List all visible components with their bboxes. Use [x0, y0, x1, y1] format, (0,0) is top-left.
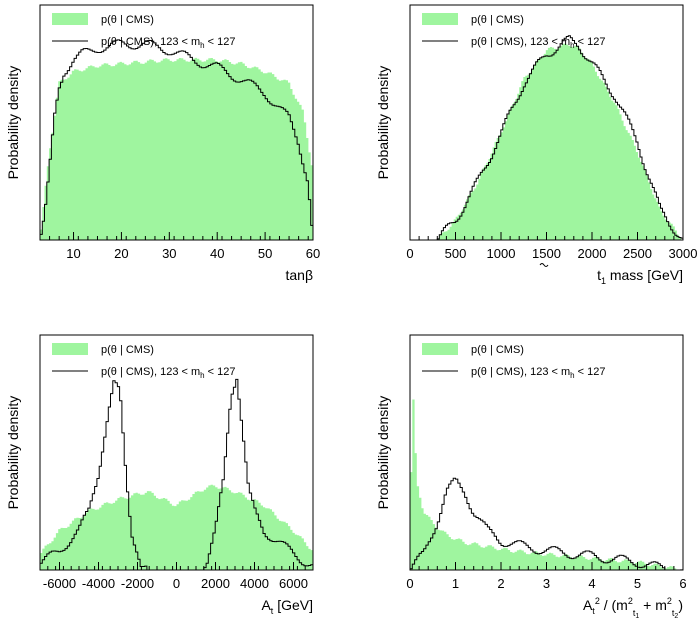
legend-line-text: p(θ | CMS), 123 < m: [471, 36, 570, 48]
tilde-mark: [539, 263, 549, 267]
x-tick-label: 50: [258, 246, 272, 261]
plot-frame: [39, 4, 314, 241]
hist-fill-series: [40, 57, 313, 241]
legend-swatch-filled: [422, 343, 458, 355]
hist-line-series: [39, 39, 314, 240]
x-tick-label: -6000: [43, 576, 76, 591]
x-axis-title: t1 mass [GeV]: [597, 267, 683, 286]
x-title-symbol: A: [261, 597, 271, 613]
x-title-symbol: t: [597, 267, 601, 283]
x-tick-label: 40: [210, 246, 224, 261]
x-tick-label: 30: [162, 246, 176, 261]
x-title-text: tanβ: [285, 267, 313, 283]
x-title-sub-1: 1: [635, 613, 639, 620]
x-tick-label: 5: [634, 576, 641, 591]
x-axis-title: At2 / (m2t1 + m2t2): [583, 596, 683, 620]
x-title-sub-2: 2: [674, 613, 678, 620]
legend-line-sub-h: h: [570, 41, 574, 50]
y-axis-title: Probability density: [5, 66, 21, 180]
x-tick-label: 2000: [578, 246, 607, 261]
legend-line-text: p(θ | CMS), 123 < m: [471, 366, 570, 378]
x-tick-label: 10: [66, 246, 80, 261]
y-axis-title: Probability density: [5, 396, 21, 510]
legend-line-sub-h: h: [200, 41, 204, 50]
panel-stop-mass: 0 500 1000 1500 2000 2500 3000 Probability dens…: [375, 4, 698, 286]
legend-line-tail: < 127: [575, 366, 606, 378]
legend-label-filled: p(θ | CMS): [101, 344, 154, 356]
legend-line-text: p(θ | CMS), 123 < m: [101, 366, 200, 378]
x-axis-title: tanβ: [285, 267, 313, 283]
x-title-sup-2b: 2: [628, 596, 633, 606]
x-axis-title: At [GeV]: [261, 597, 313, 616]
x-tick-label: 2500: [623, 246, 652, 261]
legend-line-text: p(θ | CMS), 123 < m: [101, 36, 200, 48]
panel-At: -6000 -4000 -2000 0 2000 4000 6000 Probability …: [5, 334, 314, 616]
x-tick-label: 20: [114, 246, 128, 261]
x-tick-label: 1000: [487, 246, 516, 261]
x-tick-label: 6000: [279, 576, 308, 591]
legend-label-filled: p(θ | CMS): [471, 14, 524, 26]
x-title-sub-t2: t: [672, 608, 675, 618]
y-axis-title: Probability density: [375, 396, 391, 510]
legend-line-tail: < 127: [205, 36, 236, 48]
x-tick-label: 3000: [669, 246, 698, 261]
hist-line-series: [436, 35, 684, 240]
legend-swatch-filled: [52, 343, 88, 355]
legend-line-tail: < 127: [205, 366, 236, 378]
legend-line-sub-h: h: [570, 371, 574, 380]
x-tick-label: 4: [588, 576, 595, 591]
legend-label-line: p(θ | CMS), 123 < mh < 127: [101, 36, 235, 50]
legend-line-tail: < 127: [575, 36, 606, 48]
x-title-sub-t1: t: [633, 608, 636, 618]
hist-fill-series: [40, 484, 313, 570]
hist-line-series: [409, 477, 684, 571]
panel-tanbeta: 10 20 30 40 50 60 Probability density tanβ p(θ |…: [5, 4, 320, 283]
x-title-sup-2: 2: [595, 596, 600, 606]
x-title-subscript: 1: [601, 276, 606, 286]
legend-label-filled: p(θ | CMS): [101, 14, 154, 26]
x-title-sup-2c: 2: [667, 596, 672, 606]
x-tick-label: 1500: [532, 246, 561, 261]
legend-swatch-filled: [422, 13, 458, 25]
y-axis-title: Probability density: [375, 66, 391, 180]
x-title-subscript: t: [271, 606, 274, 616]
x-title-close: ): [678, 597, 683, 613]
legend-line-sub-h: h: [200, 371, 204, 380]
x-tick-label: 2000: [201, 576, 230, 591]
x-tick-label: 6: [679, 576, 686, 591]
x-title-denom-open: / (m: [600, 597, 628, 613]
x-title-A: A: [583, 597, 593, 613]
legend-label-filled: p(θ | CMS): [471, 344, 524, 356]
x-tick-label: 2: [497, 576, 504, 591]
x-tick-label: 60: [306, 246, 320, 261]
hist-fill-series: [410, 399, 683, 570]
x-title-sub-t: t: [592, 606, 595, 616]
x-tick-label: 0: [406, 576, 413, 591]
x-tick-label: -2000: [121, 576, 154, 591]
x-tick-label: 0: [173, 576, 180, 591]
x-tick-label: 1: [452, 576, 459, 591]
x-tick-label: 500: [445, 246, 467, 261]
legend-swatch-filled: [52, 13, 88, 25]
x-tick-label: 4000: [240, 576, 269, 591]
legend-label-line: p(θ | CMS), 123 < mh < 127: [101, 366, 235, 380]
x-title-text: mass [GeV]: [606, 267, 683, 283]
x-tick-label: 0: [406, 246, 413, 261]
x-title-unit: [GeV]: [273, 597, 313, 613]
legend-label-line: p(θ | CMS), 123 < mh < 127: [471, 366, 605, 380]
x-tick-label: -4000: [82, 576, 115, 591]
x-tick-label: 3: [543, 576, 550, 591]
x-title-plus-m: + m: [639, 597, 667, 613]
legend-label-line: p(θ | CMS), 123 < mh < 127: [471, 36, 605, 50]
hist-fill-series: [437, 43, 683, 240]
